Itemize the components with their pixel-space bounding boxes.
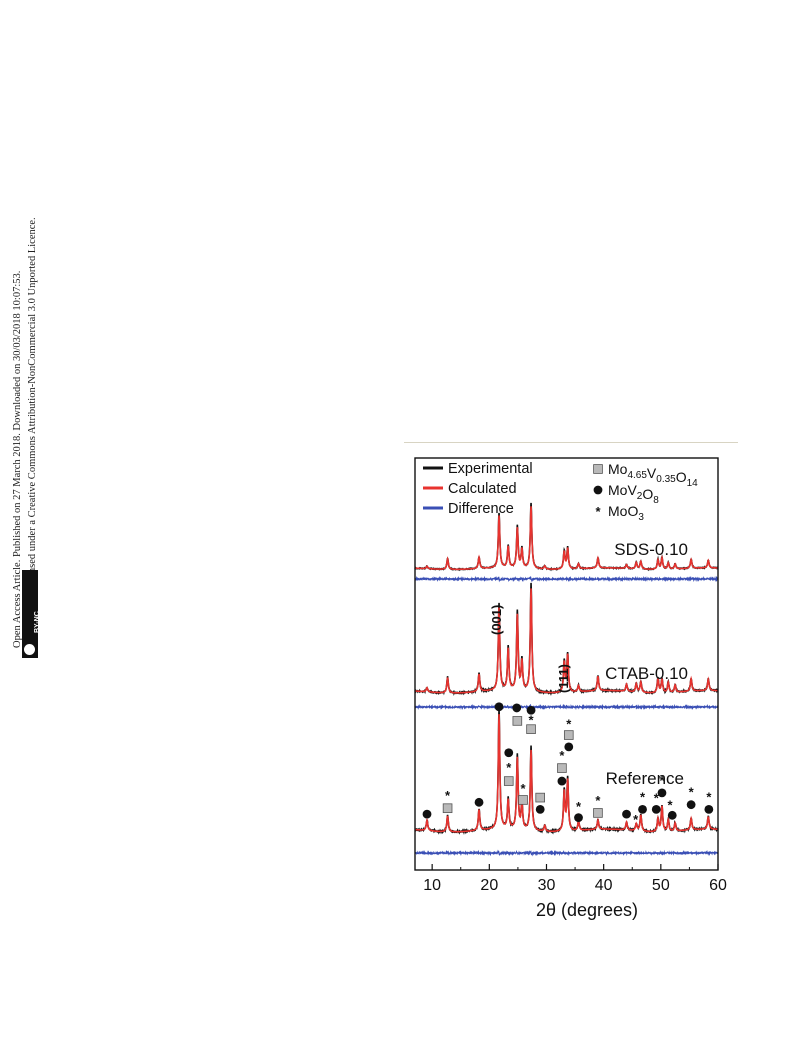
hkl-annotation: (001): [489, 605, 504, 635]
legend: Experimental Calculated Difference: [423, 461, 533, 517]
phase-marker-square: [557, 763, 567, 773]
phase-marker-circle: [564, 742, 574, 752]
phase-legend-marker: [593, 464, 603, 474]
plot-area: SDS-0.10CTAB-0.10Reference(001)(111)****…: [414, 502, 719, 857]
x-tick-label: 10: [423, 877, 441, 894]
phase-marker-star: *: [595, 793, 601, 808]
legend-label: Calculated: [448, 481, 517, 497]
difference-line-SDS-0.10: [414, 575, 719, 583]
phase-legend-label: MoV2O8: [608, 482, 659, 506]
phase-marker-square: [593, 808, 603, 818]
phase-marker-circle: [574, 813, 583, 823]
phase-marker-star: *: [633, 812, 639, 827]
series-label: SDS-0.10: [614, 540, 688, 559]
phase-marker-circle: [651, 805, 661, 814]
phase-marker-circle: [512, 703, 522, 713]
x-tick-label: 20: [480, 877, 498, 894]
phase-legend-label: MoO3: [608, 503, 644, 523]
phase-marker-circle: [638, 805, 647, 814]
cc-by-nc-badge[interactable]: BY-NC: [22, 570, 41, 658]
phase-marker-star: *: [506, 760, 512, 775]
calculated-line-Reference: [414, 714, 719, 833]
hkl-annotation: (111): [556, 664, 571, 693]
phase-marker-star: *: [559, 748, 565, 763]
phase-marker-star: *: [445, 788, 451, 803]
x-tick-label: 40: [595, 877, 613, 894]
phase-legend-marker: [593, 485, 603, 495]
phase-legend-marker: *: [595, 504, 601, 519]
cc-badge-label: BY-NC: [34, 611, 41, 633]
legend-label: Difference: [448, 501, 514, 517]
phase-marker-square: [518, 795, 528, 805]
x-tick-label: 30: [538, 877, 556, 894]
difference-line-CTAB-0.10: [414, 703, 719, 711]
x-tick-label: 50: [652, 877, 670, 894]
phase-marker-star: *: [706, 789, 712, 804]
phase-marker-circle: [504, 748, 514, 758]
series-label: Reference: [606, 769, 684, 788]
phase-marker-star: *: [654, 791, 660, 806]
series-label: CTAB-0.10: [605, 664, 688, 683]
phase-marker-square: [535, 792, 546, 803]
license-sidebar: Open Access Article. Published on 27 Mar…: [0, 0, 46, 680]
phase-marker-star: *: [566, 716, 572, 731]
phase-marker-circle: [526, 705, 536, 715]
phase-marker-square: [526, 724, 536, 734]
phase-marker-circle: [494, 702, 504, 712]
x-axis-label: 2θ (degrees): [536, 900, 638, 920]
phase-marker-circle: [557, 776, 567, 786]
phase-marker-square: [563, 730, 574, 740]
x-tick-label: 60: [709, 877, 727, 894]
phase-marker-circle: [686, 800, 696, 810]
phase-marker-star: *: [689, 785, 695, 800]
section-divider: [404, 442, 738, 443]
phase-marker-circle: [657, 788, 667, 798]
phase-marker-square: [442, 803, 453, 814]
calculated-line-SDS-0.10: [414, 506, 719, 571]
calculated-line-CTAB-0.10: [414, 588, 719, 694]
phase-marker-circle: [622, 809, 631, 819]
phase-marker-star: *: [640, 789, 646, 804]
xrd-figure: SDS-0.10 CTAB-0.10 Reference (001) (111) * * * *…: [380, 450, 740, 930]
xrd-chart: SDS-0.10CTAB-0.10Reference(001)(111)****…: [414, 457, 727, 920]
plot-frame: [414, 457, 719, 871]
difference-line-Reference: [414, 849, 719, 857]
x-axis: 10 20 30 40 50 60: [414, 457, 727, 894]
phase-marker-square: [512, 716, 523, 726]
phase-legend-label: Mo4.65V0.35O14: [608, 461, 698, 489]
phase-marker-star: *: [576, 799, 582, 814]
phase-marker-circle: [474, 797, 484, 807]
phase-marker-square: [503, 776, 514, 786]
phase-marker-star: *: [521, 781, 527, 796]
phase-marker-star: *: [659, 773, 665, 788]
phase-marker-star: *: [529, 713, 535, 728]
legend-label: Experimental: [448, 461, 533, 477]
phase-marker-circle: [535, 805, 545, 814]
phase-marker-circle: [422, 809, 432, 819]
phase-marker-circle: [704, 805, 714, 814]
cc-logo-icon: [24, 644, 35, 655]
phase-marker-circle: [667, 810, 677, 820]
phase-marker-star: *: [667, 798, 673, 813]
